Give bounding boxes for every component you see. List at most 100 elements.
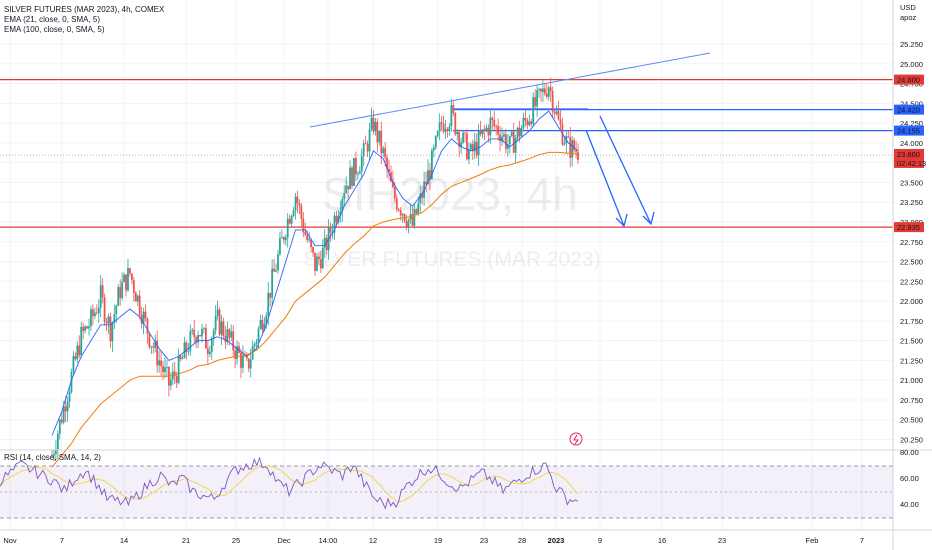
candle [191,329,194,332]
chart-title[interactable]: SILVER FUTURES (MAR 2023), 4h, COMEX [4,5,165,14]
candle [358,171,361,174]
time-tick: Feb [806,536,819,545]
price-axis[interactable]: 25.25025.00024.75024.50024.25024.00023.7… [900,40,923,445]
candle [577,151,579,160]
candle [464,132,466,134]
candle [524,117,527,121]
rsi-tick: 80.00 [900,448,919,457]
candle [545,93,548,97]
candle [561,124,564,145]
candle [339,211,342,216]
candle [245,355,248,359]
rsi-tick: 40.00 [900,500,919,509]
candle [242,355,244,368]
candle [573,140,576,151]
candle [510,131,513,136]
candle [205,328,207,349]
candle [329,226,332,233]
rsi-axis[interactable]: 80.00 60.00 40.00 [900,448,919,509]
time-tick: 2023 [548,536,565,545]
candle [386,157,388,170]
lightning-icon[interactable] [569,432,583,446]
candle [526,120,529,126]
price-tick: 22.000 [900,297,923,306]
candle [438,122,441,132]
candle [343,192,346,200]
candle [255,341,258,344]
candle [473,141,476,152]
candle [189,331,192,352]
price-tick: 20.750 [900,396,923,405]
candle [247,358,250,369]
projection-arrow-1[interactable] [585,129,625,227]
time-tick: 28 [518,536,526,545]
candle [86,326,88,329]
candle [249,359,252,369]
candle [257,328,260,342]
candle [411,214,414,226]
projection-arrow-1-head [615,213,628,228]
price-badge-value: 22.935 [897,223,920,232]
candle [567,136,570,138]
candle [427,170,429,185]
upper-trendline[interactable] [309,52,711,128]
price-badge [894,74,924,85]
time-tick: 16 [658,536,666,545]
projection-arrow-2[interactable] [599,115,652,225]
candle [442,123,445,132]
candle [88,326,90,329]
candle [314,252,316,271]
candle [536,90,538,107]
candle [99,285,102,308]
candle [138,295,141,315]
candle [175,376,178,383]
candle [296,196,299,204]
ema100-legend[interactable]: EMA (100, close, 0, SMA, 5) [4,25,105,34]
candle [325,237,328,251]
currency-label: USD [900,3,916,12]
rsi-legend[interactable]: RSI (14, close, SMA, 14, 2) [4,453,101,462]
price-tick: 24.000 [900,139,923,148]
candle [571,140,574,158]
candle [485,127,488,131]
candle [218,309,221,335]
time-tick: Dec [277,536,291,545]
candle [503,134,505,137]
time-tick: 23 [718,536,726,545]
candle [446,129,449,131]
candle [132,280,135,293]
ema21-line [51,110,579,436]
candle [542,88,544,92]
candle [232,331,235,351]
countdown-label: 02:42:13 [897,159,926,168]
candle [413,209,416,226]
candle [534,97,537,107]
candle [360,156,363,172]
candle [92,309,94,317]
price-tick: 25.000 [900,60,923,69]
horizontal-levels[interactable] [0,78,893,228]
candle [134,292,137,302]
rsi-line [0,456,579,510]
candle [514,138,517,153]
candle [82,326,85,331]
candle [489,117,492,136]
candle [93,312,96,317]
candle [113,314,116,323]
candle [148,333,151,348]
projection-arrow-2-head [642,211,655,226]
candle [452,105,455,114]
candle [321,247,324,269]
candle [547,87,550,97]
candle [90,309,92,327]
watermark-name: SILVER FUTURES (MAR 2023) [303,248,600,271]
candle [481,129,484,135]
time-axis[interactable]: Nov 7 14 21 25 Dec 14:00 12 19 23 28 2023 9 16 23 Feb 7 [3,536,864,545]
candle [407,219,410,227]
ema21-legend[interactable]: EMA (21, close, 0, SMA, 5) [4,15,101,24]
candle [56,433,59,451]
candle [304,232,307,235]
candle [460,142,463,147]
candle [477,131,480,156]
